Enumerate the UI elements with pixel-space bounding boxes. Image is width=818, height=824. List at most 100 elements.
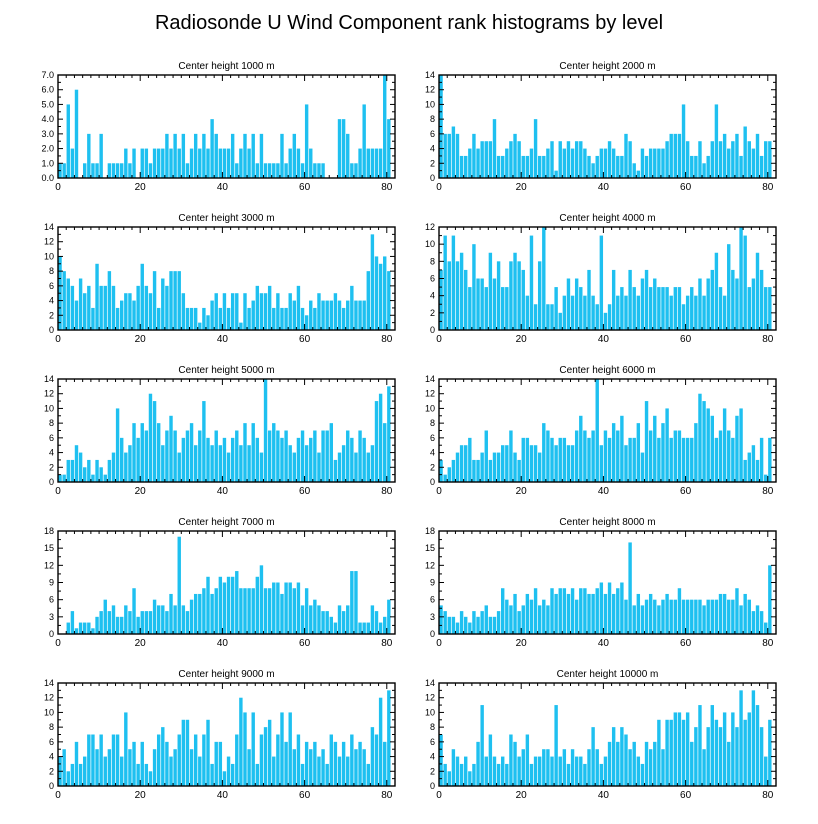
histogram-bar: [501, 445, 505, 482]
y-tick-label: 2: [430, 462, 435, 472]
histogram-bar: [521, 437, 525, 482]
y-tick-label: 5.0: [41, 99, 54, 109]
histogram-bar: [370, 234, 375, 330]
histogram-bar: [484, 605, 488, 634]
y-tick-label: 6: [49, 281, 54, 291]
histogram-panel: Center height 10000 m 0 20 40 60 80 0 2 4 6 8 10 12 1…: [425, 669, 777, 801]
y-tick-label: 2: [49, 310, 54, 320]
y-tick-label: 15: [425, 543, 435, 553]
histogram-bar: [706, 278, 710, 330]
histogram-bar: [370, 727, 375, 786]
histogram-bar: [451, 126, 456, 178]
histogram-bar: [169, 593, 173, 634]
histogram-bar: [722, 408, 727, 482]
histogram-bar: [759, 269, 764, 330]
y-tick-label: 8: [430, 418, 435, 428]
histogram-bar: [484, 141, 488, 178]
histogram-bar: [525, 734, 530, 786]
histogram-bar: [243, 423, 247, 482]
histogram-bar: [657, 437, 661, 482]
histogram-bar: [202, 401, 206, 482]
histogram-bar: [173, 430, 177, 482]
histogram-bar: [755, 605, 760, 634]
x-tick-label: 40: [598, 334, 610, 345]
histogram-bar: [681, 719, 686, 786]
histogram-bar: [505, 148, 509, 178]
histogram-bar: [599, 763, 604, 786]
histogram-bar: [739, 605, 743, 634]
histogram-bar: [267, 430, 272, 482]
histogram-bar: [583, 588, 587, 634]
histogram-panel: Center height 9000 m 0 20 40 60 80 0 2 4 6 8 10 12 14: [44, 669, 396, 801]
histogram-bar: [616, 430, 620, 482]
x-tick-label: 0: [55, 790, 61, 801]
histogram-bar: [156, 423, 161, 482]
histogram-bar: [550, 588, 554, 634]
histogram-bar: [509, 734, 513, 786]
histogram-bar: [657, 148, 661, 178]
histogram-bar: [731, 599, 735, 634]
histogram-bar: [226, 576, 231, 634]
histogram-bar: [727, 741, 731, 786]
histogram-bar: [247, 588, 251, 634]
histogram-bar: [751, 611, 756, 634]
histogram-bar: [272, 307, 276, 330]
histogram-bar: [468, 437, 472, 482]
histogram-bar: [251, 588, 255, 634]
histogram-bar: [743, 126, 747, 178]
histogram-bar: [665, 593, 669, 634]
histogram-bar: [309, 300, 313, 330]
histogram-bar: [218, 307, 223, 330]
y-tick-label: 0: [430, 173, 435, 183]
histogram-bar: [309, 605, 313, 634]
histogram-bar: [292, 588, 297, 634]
histogram-bar: [480, 611, 484, 634]
histogram-bar: [537, 155, 542, 178]
histogram-bar: [165, 741, 169, 786]
histogram-bar: [764, 287, 768, 330]
histogram-bar: [464, 616, 468, 634]
histogram-bar: [140, 148, 144, 178]
x-tick-label: 0: [436, 638, 442, 649]
y-tick-label: 14: [44, 678, 54, 688]
histogram-bar: [317, 605, 321, 634]
histogram-bar: [140, 741, 144, 786]
histogram-bar: [464, 756, 468, 786]
histogram-bar: [562, 588, 567, 634]
histogram-bar: [661, 287, 665, 330]
histogram-bar: [366, 763, 370, 786]
histogram-bar: [562, 437, 567, 482]
histogram-bar: [694, 599, 698, 634]
histogram-bar: [210, 119, 214, 178]
histogram-panel: Center height 1000 m 0 20 40 60 80 0.0 1.0 2.0 3.…: [41, 61, 396, 193]
histogram-bar: [698, 705, 702, 786]
histogram-bar: [185, 611, 190, 634]
figure-title: Radiosonde U Wind Component rank histogr…: [155, 12, 663, 34]
histogram-bar: [120, 300, 124, 330]
histogram-bar: [677, 588, 682, 634]
histogram-bar: [152, 401, 157, 482]
y-tick-label: 14: [425, 678, 435, 688]
histogram-bar: [517, 141, 521, 178]
histogram-bar: [636, 295, 641, 330]
histogram-bar: [566, 278, 571, 330]
histogram-bar: [259, 734, 264, 786]
histogram-bar: [366, 148, 370, 178]
histogram-bar: [533, 304, 538, 330]
histogram-bar: [714, 599, 719, 634]
histogram-bar: [665, 141, 669, 178]
histogram-bar: [206, 437, 210, 482]
histogram-bar: [529, 763, 534, 786]
histogram-bar: [255, 163, 260, 178]
histogram-bar: [505, 287, 509, 330]
histogram-bar: [570, 588, 575, 634]
histogram-bar: [459, 252, 464, 330]
histogram-bar: [189, 148, 194, 178]
histogram-bar: [309, 437, 313, 482]
histogram-bar: [759, 611, 764, 634]
histogram-bar: [521, 605, 525, 634]
histogram-bar: [731, 712, 735, 786]
histogram-panel: Center height 7000 m 0 20 40 60 80 0 3 6 9 12 15 18: [44, 517, 396, 649]
histogram-bar: [136, 437, 140, 482]
histogram-bar: [276, 582, 280, 634]
